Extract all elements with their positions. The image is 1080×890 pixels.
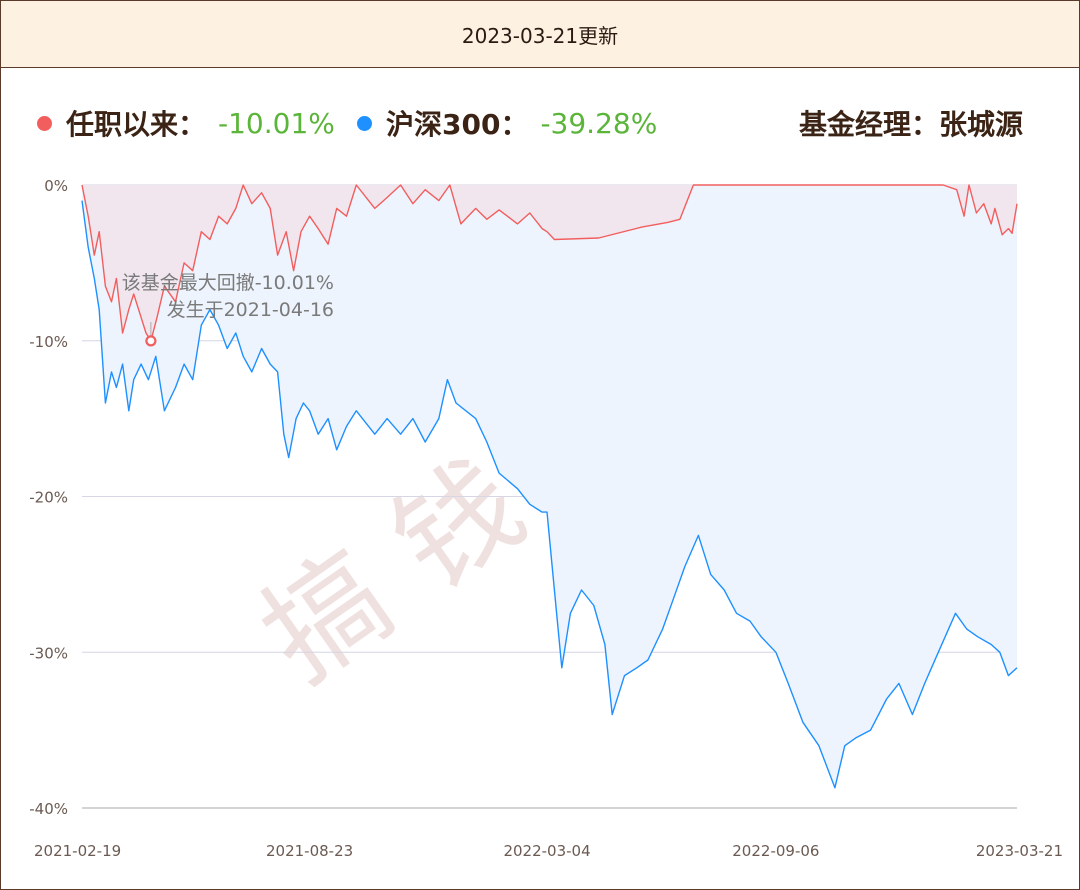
update-date: 2023-03-21更新 bbox=[461, 23, 619, 48]
y-tick-label: -30% bbox=[29, 644, 68, 662]
annotation-line-1: 该基金最大回撤-10.01% bbox=[122, 272, 334, 294]
fund-label: 任职以来： bbox=[66, 108, 207, 141]
x-tick-label: 2021-02-19 bbox=[34, 842, 121, 860]
index-area bbox=[82, 185, 1017, 788]
fund-dot-icon bbox=[37, 115, 52, 131]
y-tick-label: -40% bbox=[29, 800, 68, 818]
legend-item-fund: 任职以来： -10.01% bbox=[37, 101, 335, 145]
x-tick-label: 2022-09-06 bbox=[732, 842, 819, 860]
fund-return: -10.01% bbox=[218, 106, 335, 140]
max-drawdown-marker bbox=[145, 335, 157, 347]
y-tick-label: 0% bbox=[44, 177, 68, 195]
index-line bbox=[81, 200, 1018, 789]
update-header: 2023-03-21更新 bbox=[1, 1, 1079, 68]
y-tick-label: -10% bbox=[29, 333, 68, 351]
annotation-line-2: 发生于2021-04-16 bbox=[167, 299, 334, 321]
fund-manager: 基金经理：张城源 bbox=[798, 108, 1023, 141]
index-dot-icon bbox=[357, 115, 372, 131]
x-tick-label: 2022-03-04 bbox=[503, 842, 590, 860]
legend-item-index: 沪深300： -39.28% bbox=[357, 101, 657, 145]
y-tick-label: -20% bbox=[29, 489, 68, 507]
legend: 任职以来： -10.01% 沪深300： -39.28% 基金经理：张城源 bbox=[1, 101, 1079, 145]
fund-line bbox=[81, 184, 1018, 342]
x-tick-label: 2023-03-21 bbox=[976, 842, 1063, 860]
index-label: 沪深300： bbox=[386, 108, 529, 141]
index-return: -39.28% bbox=[540, 106, 658, 140]
x-tick-label: 2021-08-23 bbox=[266, 842, 353, 860]
